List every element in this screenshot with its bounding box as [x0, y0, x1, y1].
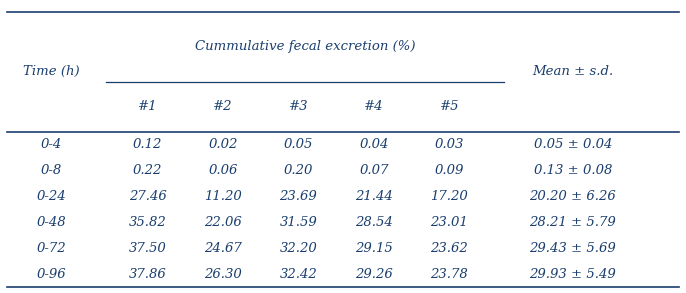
Text: 29.26: 29.26	[355, 268, 393, 281]
Text: 32.20: 32.20	[279, 242, 318, 255]
Text: 0.12: 0.12	[133, 138, 162, 151]
Text: 0-48: 0-48	[36, 216, 67, 229]
Text: 27.46: 27.46	[128, 190, 167, 203]
Text: Time (h): Time (h)	[23, 65, 80, 78]
Text: #1: #1	[138, 100, 157, 113]
Text: 37.50: 37.50	[128, 242, 167, 255]
Text: 32.42: 32.42	[279, 268, 318, 281]
Text: 0.09: 0.09	[435, 164, 464, 177]
Text: 29.93 ± 5.49: 29.93 ± 5.49	[530, 268, 616, 281]
Text: 23.78: 23.78	[430, 268, 469, 281]
Text: 26.30: 26.30	[204, 268, 242, 281]
Text: Cummulative fecal excretion (%): Cummulative fecal excretion (%)	[195, 40, 416, 53]
Text: 24.67: 24.67	[204, 242, 242, 255]
Text: 29.43 ± 5.69: 29.43 ± 5.69	[530, 242, 616, 255]
Text: 0.22: 0.22	[133, 164, 162, 177]
Text: #3: #3	[289, 100, 308, 113]
Text: 0.05: 0.05	[284, 138, 313, 151]
Text: 21.44: 21.44	[355, 190, 393, 203]
Text: 22.06: 22.06	[204, 216, 242, 229]
Text: #4: #4	[364, 100, 383, 113]
Text: 0-72: 0-72	[36, 242, 67, 255]
Text: 0.02: 0.02	[209, 138, 237, 151]
Text: 0.03: 0.03	[435, 138, 464, 151]
Text: #5: #5	[440, 100, 459, 113]
Text: 28.54: 28.54	[355, 216, 393, 229]
Text: #2: #2	[213, 100, 233, 113]
Text: 20.20 ± 6.26: 20.20 ± 6.26	[530, 190, 616, 203]
Text: 11.20: 11.20	[204, 190, 242, 203]
Text: 0.05 ± 0.04: 0.05 ± 0.04	[534, 138, 612, 151]
Text: 0-96: 0-96	[36, 268, 67, 281]
Text: Mean ± s.d.: Mean ± s.d.	[532, 65, 613, 78]
Text: 0-4: 0-4	[41, 138, 62, 151]
Text: 0.06: 0.06	[209, 164, 237, 177]
Text: 17.20: 17.20	[430, 190, 469, 203]
Text: 23.69: 23.69	[279, 190, 318, 203]
Text: 23.62: 23.62	[430, 242, 469, 255]
Text: 0.07: 0.07	[359, 164, 388, 177]
Text: 0.20: 0.20	[284, 164, 313, 177]
Text: 37.86: 37.86	[128, 268, 167, 281]
Text: 35.82: 35.82	[128, 216, 167, 229]
Text: 0-24: 0-24	[36, 190, 67, 203]
Text: 28.21 ± 5.79: 28.21 ± 5.79	[530, 216, 616, 229]
Text: 0.04: 0.04	[359, 138, 388, 151]
Text: 23.01: 23.01	[430, 216, 469, 229]
Text: 29.15: 29.15	[355, 242, 393, 255]
Text: 0.13 ± 0.08: 0.13 ± 0.08	[534, 164, 612, 177]
Text: 31.59: 31.59	[279, 216, 318, 229]
Text: 0-8: 0-8	[41, 164, 62, 177]
